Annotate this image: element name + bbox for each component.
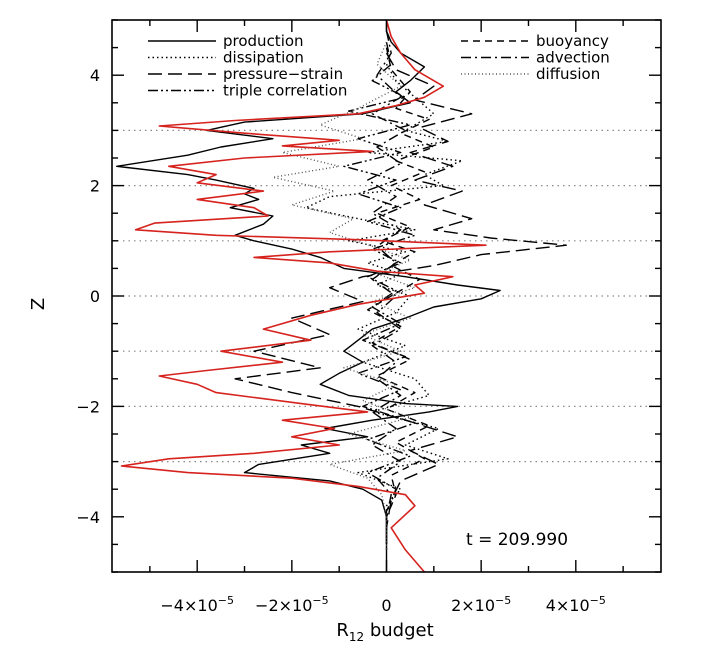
x-tick-mantissa: 2×10: [451, 596, 495, 615]
reference-lines: [112, 129, 661, 463]
y-axis-title: Z: [28, 298, 49, 310]
x-tick-label: −2×10−5: [255, 594, 329, 615]
x-axis-title-suffix: budget: [364, 620, 434, 641]
y-tick-labels: 4 2 0 −2 −4: [76, 66, 100, 527]
plot-frame: [111, 19, 662, 573]
legend-label: buoyancy: [536, 32, 609, 50]
x-axis-title: R12 budget: [336, 620, 433, 644]
series-line-buoyancy: [366, 47, 435, 550]
x-tick-exponent: −5: [218, 594, 234, 607]
x-tick-label: 4×10−5: [546, 594, 606, 615]
series-line-triple-correlation: [343, 41, 416, 545]
series-line-unlabeled-7: [120, 19, 487, 573]
x-tick-exponent: −5: [312, 594, 328, 607]
y-tick-label: 0: [90, 287, 100, 306]
y-tick-label: −2: [76, 397, 100, 416]
legend-label: pressure−strain: [223, 65, 343, 83]
x-tick-mantissa: −2×10: [255, 596, 312, 615]
x-tick-label: −4×10−5: [160, 594, 234, 615]
x-tick-mantissa: −4×10: [160, 596, 217, 615]
x-tick-mantissa: 0: [381, 596, 391, 615]
x-tick-exponent: −5: [590, 594, 606, 607]
series-line-diffusion: [272, 41, 416, 550]
series-layer: [116, 19, 567, 573]
x-tick-label: 2×10−5: [451, 594, 511, 615]
legend-label: production: [223, 32, 304, 50]
legend-label: diffusion: [536, 65, 600, 83]
legend-label: advection: [536, 49, 610, 67]
y-tick-label: 2: [90, 177, 100, 196]
series-line-advection: [366, 30, 407, 550]
x-tick-labels: −4×10−5 −2×10−5 0 2×10−5 4×10−5: [160, 594, 605, 615]
legend: productiondissipationpressure−straintrip…: [148, 32, 610, 100]
legend-label: triple correlation: [223, 82, 347, 100]
x-axis-title-main: R: [336, 620, 349, 641]
x-axis-title-subscript: 12: [349, 630, 364, 644]
ticks-layer: [112, 19, 661, 573]
y-tick-label: −4: [76, 508, 100, 527]
y-tick-label: 4: [90, 66, 100, 85]
x-tick-exponent: −5: [495, 594, 511, 607]
x-tick-label: 0: [381, 596, 391, 615]
legend-label: dissipation: [223, 49, 304, 67]
series-line-pressure-strain: [234, 52, 567, 528]
time-annotation: t = 209.990: [466, 530, 568, 550]
x-tick-mantissa: 4×10: [546, 596, 590, 615]
